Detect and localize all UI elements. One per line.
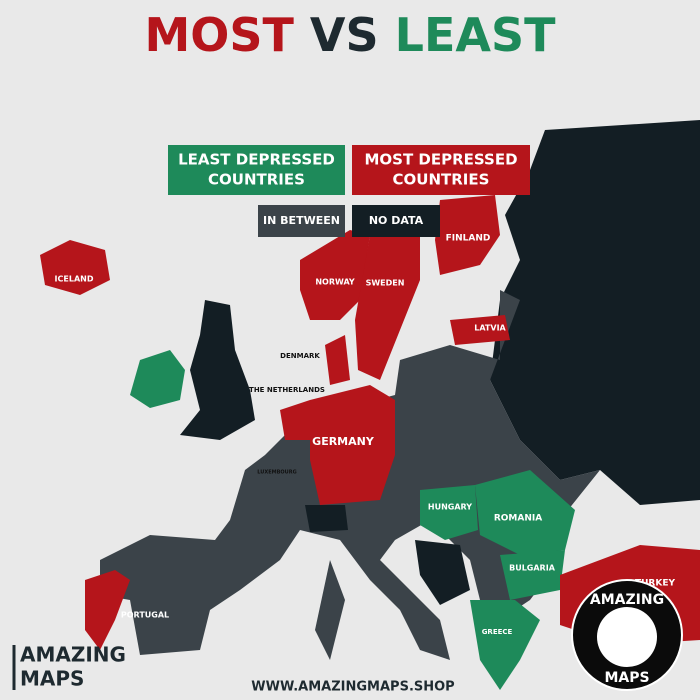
netherlands bbox=[280, 400, 315, 440]
country-label: HUNGARY bbox=[428, 503, 472, 512]
country-label: LUXEMBOURG bbox=[257, 470, 296, 476]
logo-line: MAPS bbox=[20, 667, 84, 691]
legend-swatch bbox=[258, 205, 345, 237]
logo-line: AMAZING bbox=[20, 643, 126, 667]
legend-swatch bbox=[352, 205, 440, 237]
portugal bbox=[85, 570, 130, 650]
legend-label: IN BETWEEN bbox=[263, 214, 340, 227]
country-label: PORTUGAL bbox=[121, 611, 169, 620]
legend-label: LEAST DEPRESSED bbox=[178, 151, 335, 169]
ireland bbox=[130, 350, 185, 408]
bosnia bbox=[415, 540, 470, 605]
legend-label: NO DATA bbox=[369, 214, 424, 227]
greece bbox=[470, 600, 540, 690]
url: WWW.AMAZINGMAPS.SHOP bbox=[251, 680, 454, 695]
country-label: GREECE bbox=[482, 628, 513, 636]
denmark bbox=[325, 335, 350, 385]
country-label: NORWAY bbox=[315, 278, 355, 287]
uk bbox=[180, 300, 255, 440]
finland bbox=[435, 195, 500, 275]
legend-swatch bbox=[168, 145, 345, 195]
country-labels: ICELAND NORWAY SWEDEN FINLAND LATVIA DENMARK T… bbox=[55, 234, 676, 637]
hungary bbox=[420, 485, 478, 540]
germany bbox=[310, 385, 395, 505]
country-label: LATVIA bbox=[474, 324, 506, 333]
country-label: FINLAND bbox=[446, 234, 491, 244]
sweden bbox=[355, 230, 420, 380]
legend: LEAST DEPRESSED COUNTRIES MOST DEPRESSED CO… bbox=[168, 145, 530, 237]
norway bbox=[300, 230, 370, 320]
badge-globe bbox=[597, 607, 657, 667]
iceland bbox=[40, 240, 110, 295]
legend-label: COUNTRIES bbox=[208, 171, 305, 189]
latvia bbox=[450, 315, 510, 345]
title: MOST VS LEAST bbox=[145, 8, 557, 62]
badge-text: AMAZING bbox=[590, 592, 664, 608]
switzerland bbox=[305, 505, 348, 532]
country-label: ICELAND bbox=[55, 275, 94, 284]
italy-south bbox=[315, 560, 345, 660]
legend-swatch bbox=[352, 145, 530, 195]
bulgaria bbox=[500, 550, 565, 600]
legend-label: COUNTRIES bbox=[393, 171, 490, 189]
country-label: THE NETHERLANDS bbox=[249, 386, 325, 394]
legend-label: MOST DEPRESSED bbox=[364, 151, 517, 169]
country-label: DENMARK bbox=[280, 352, 320, 360]
badge-text: MAPS bbox=[604, 670, 649, 686]
country-label: TURKEY bbox=[635, 579, 675, 589]
romania bbox=[475, 470, 575, 555]
country-label: BULGARIA bbox=[509, 564, 556, 573]
country-label: GERMANY bbox=[312, 435, 375, 448]
no-data-region bbox=[490, 120, 700, 505]
country-label: SWEDEN bbox=[366, 279, 405, 288]
country-label: ROMANIA bbox=[494, 514, 542, 524]
